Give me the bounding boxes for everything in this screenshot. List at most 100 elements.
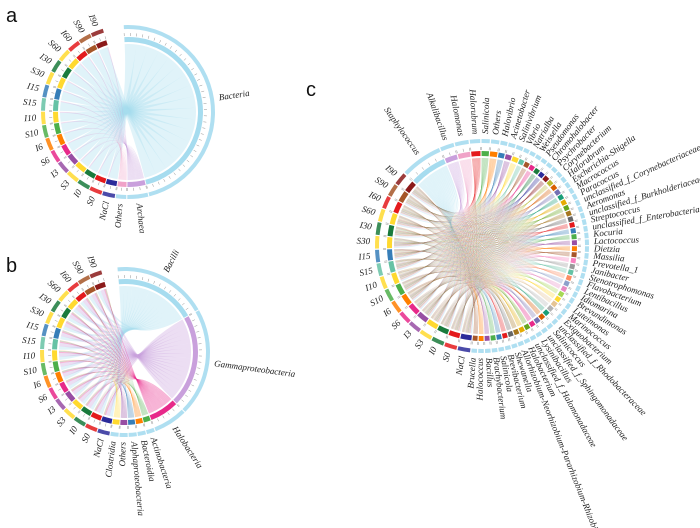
segment-label: Lactococcus: [593, 234, 640, 246]
axis-tick: [98, 421, 101, 425]
axis-tick: [91, 179, 94, 183]
outer-band: [484, 348, 491, 353]
segment-label: Halorubrum: [468, 88, 481, 135]
axis-tick: [72, 295, 75, 298]
axis-tick: [202, 127, 206, 129]
segment-arc: [565, 274, 572, 282]
segment-label: Others: [117, 441, 127, 466]
axis-tick: [531, 160, 534, 164]
outer-band: [40, 111, 46, 125]
chord-ribbon: [98, 47, 156, 178]
segment-arc: [53, 99, 59, 111]
axis-tick: [573, 275, 577, 277]
axis-tick: [178, 168, 181, 172]
axis-tick: [178, 298, 181, 301]
segment-arc: [563, 280, 570, 287]
axis-tick: [103, 184, 105, 188]
outer-band: [454, 139, 469, 147]
segment-label: S3: [54, 415, 68, 429]
outer-band: [584, 252, 589, 259]
chord-ribbon: [97, 290, 183, 331]
segment-arc: [533, 316, 541, 324]
chord-ribbon: [63, 74, 191, 143]
outer-band: [478, 348, 484, 353]
axis-tick: [526, 331, 529, 334]
outer-band: [377, 208, 386, 222]
axis-tick: [93, 419, 96, 423]
axis-tick: [50, 372, 54, 374]
segment-label: Bacilli: [161, 248, 181, 274]
segment-label: S60: [46, 38, 63, 55]
segment-label: I3: [48, 167, 61, 180]
chord-ribbon: [77, 378, 120, 418]
axis-tick: [197, 367, 201, 369]
axis-tick: [49, 366, 53, 369]
axis-tick: [455, 150, 457, 154]
segment-arc: [413, 159, 446, 184]
axis-tick: [530, 328, 533, 332]
axis-tick: [173, 294, 176, 297]
chord-ribbon: [398, 218, 567, 273]
segment-label: Staphylococcus: [382, 105, 423, 157]
axis-tick: [92, 281, 95, 285]
segment-label: S3: [58, 178, 72, 192]
axis-tick: [443, 154, 445, 158]
axis-tick: [571, 281, 575, 283]
axis-tick: [174, 49, 177, 53]
outer-band: [568, 187, 575, 195]
segment-arc: [408, 303, 420, 315]
chord-ribbon: [395, 229, 569, 262]
axis-tick: [64, 304, 67, 307]
outer-band: [146, 427, 155, 435]
segment-label: Bacillus: [484, 358, 496, 388]
axis-tick: [550, 176, 554, 180]
outer-band: [90, 28, 104, 37]
outer-band: [57, 161, 69, 174]
segment-arc: [76, 50, 88, 62]
axis-tick: [575, 225, 580, 227]
outer-band: [375, 235, 380, 249]
axis-tick: [435, 330, 437, 334]
axis-tick: [191, 384, 195, 387]
outer-band: [579, 212, 586, 219]
outer-band: [490, 139, 500, 145]
chord-ribbon: [436, 170, 529, 322]
axis-tick: [49, 337, 53, 339]
segment-label: I6: [380, 306, 393, 319]
outer-band: [68, 40, 81, 52]
axis-tick: [76, 169, 79, 173]
outer-band: [540, 157, 548, 165]
axis-tick: [507, 338, 510, 342]
axis-tick: [52, 378, 56, 380]
chord-ribbon: [105, 288, 143, 416]
outer-band: [581, 266, 587, 273]
segment-label: I60: [58, 27, 74, 44]
segment-arc: [533, 167, 541, 175]
outer-band: [504, 345, 512, 351]
axis-tick: [147, 35, 150, 39]
chord-ribbon: [81, 57, 176, 169]
axis-tick: [168, 175, 171, 179]
segment-label: S60: [46, 278, 63, 295]
axis-tick: [200, 133, 204, 135]
chord-ribbon: [59, 360, 163, 407]
outer-band: [78, 33, 92, 44]
axis-tick: [576, 263, 580, 265]
outer-band: [376, 263, 384, 277]
outer-band: [564, 181, 571, 189]
axis-tick: [181, 399, 184, 402]
chord-ribbon: [394, 237, 570, 254]
axis-tick: [109, 185, 111, 189]
outer-band: [89, 270, 103, 279]
segment-label: Salinicola: [480, 97, 491, 134]
outer-band: [556, 313, 563, 321]
axis-tick: [401, 188, 404, 191]
axis-tick: [83, 46, 86, 50]
segment-label: S10: [22, 365, 38, 378]
chord-ribbon: [408, 197, 557, 294]
axis-tick: [540, 321, 544, 325]
axis-tick: [94, 40, 96, 44]
axis-tick: [81, 173, 85, 177]
axis-tick: [53, 85, 57, 88]
axis-tick: [76, 291, 80, 295]
